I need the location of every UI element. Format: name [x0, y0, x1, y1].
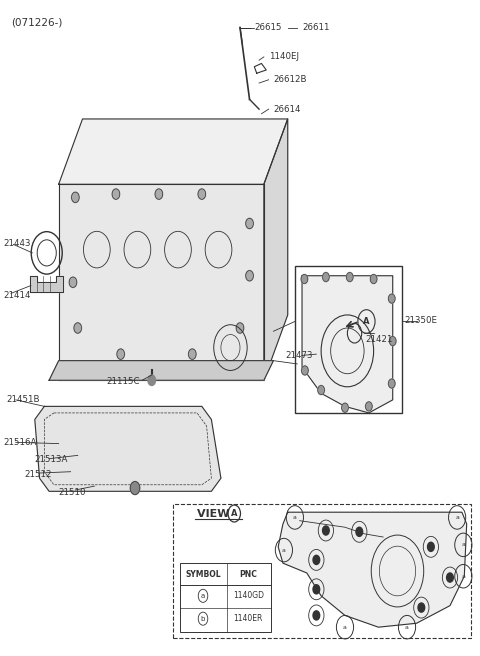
Circle shape [301, 274, 308, 283]
Polygon shape [30, 276, 63, 292]
Text: a: a [455, 515, 459, 520]
Circle shape [389, 337, 396, 346]
Circle shape [72, 192, 79, 203]
Text: VIEW: VIEW [197, 509, 233, 519]
Polygon shape [278, 512, 467, 627]
Text: a: a [201, 593, 205, 599]
Polygon shape [59, 184, 264, 380]
Circle shape [189, 349, 196, 359]
Text: 21443: 21443 [4, 239, 31, 247]
Text: b: b [314, 558, 318, 562]
Circle shape [148, 375, 156, 386]
Circle shape [342, 403, 348, 412]
Circle shape [356, 527, 363, 537]
Circle shape [323, 526, 329, 535]
Text: (071226-): (071226-) [11, 18, 62, 28]
Circle shape [347, 272, 353, 281]
Text: b: b [448, 575, 452, 580]
Circle shape [388, 294, 395, 303]
Circle shape [246, 218, 253, 229]
Circle shape [318, 386, 324, 395]
Circle shape [236, 323, 244, 333]
Circle shape [130, 482, 140, 495]
Text: a: a [405, 625, 409, 630]
Circle shape [313, 584, 320, 594]
Circle shape [446, 573, 453, 582]
Text: 1140EJ: 1140EJ [269, 52, 299, 62]
Circle shape [388, 379, 395, 388]
Text: 21473: 21473 [285, 351, 313, 360]
Text: b: b [201, 616, 205, 622]
Text: A: A [363, 317, 370, 326]
Polygon shape [264, 119, 288, 380]
Text: b: b [358, 529, 361, 534]
Text: 21115C: 21115C [107, 377, 140, 386]
Text: 26615: 26615 [254, 23, 282, 32]
Text: 1140ER: 1140ER [234, 614, 263, 623]
Text: 1140GD: 1140GD [233, 591, 264, 600]
Polygon shape [35, 406, 221, 491]
Text: 21414: 21414 [4, 291, 31, 300]
Circle shape [69, 277, 77, 287]
Bar [295, 266, 402, 413]
Text: PNC: PNC [240, 571, 257, 579]
Circle shape [428, 543, 434, 552]
Circle shape [313, 556, 320, 564]
Circle shape [418, 603, 425, 612]
Circle shape [155, 189, 163, 199]
Text: 21350E: 21350E [405, 316, 438, 325]
Polygon shape [302, 276, 393, 413]
Text: 21510: 21510 [59, 488, 86, 497]
Circle shape [301, 366, 308, 375]
Circle shape [323, 272, 329, 281]
Text: A: A [231, 509, 238, 518]
Circle shape [117, 349, 124, 359]
Text: a: a [282, 548, 286, 552]
Text: b: b [324, 528, 328, 533]
Circle shape [246, 270, 253, 281]
Text: 21513A: 21513A [35, 455, 68, 464]
Text: b: b [314, 613, 318, 618]
Text: 26612B: 26612B [274, 75, 307, 84]
Text: 21451B: 21451B [6, 396, 40, 404]
Text: 21516A: 21516A [4, 438, 37, 447]
Circle shape [112, 189, 120, 199]
Circle shape [74, 323, 82, 333]
Polygon shape [49, 361, 274, 380]
Text: b: b [420, 605, 423, 610]
Text: 26611: 26611 [302, 23, 330, 32]
Circle shape [313, 611, 320, 620]
Text: b: b [314, 586, 318, 592]
Circle shape [198, 189, 205, 199]
Text: b: b [429, 544, 432, 549]
Bar [180, 563, 271, 632]
Text: SYMBOL: SYMBOL [185, 571, 221, 579]
Text: a: a [343, 625, 347, 630]
Circle shape [365, 402, 372, 411]
Circle shape [370, 274, 377, 283]
Text: 21512: 21512 [24, 470, 52, 479]
Polygon shape [59, 119, 288, 184]
Text: a: a [293, 515, 297, 520]
Text: a: a [461, 574, 465, 579]
Text: 21421: 21421 [365, 335, 393, 344]
Text: 26614: 26614 [274, 105, 301, 113]
Text: a: a [461, 543, 465, 547]
